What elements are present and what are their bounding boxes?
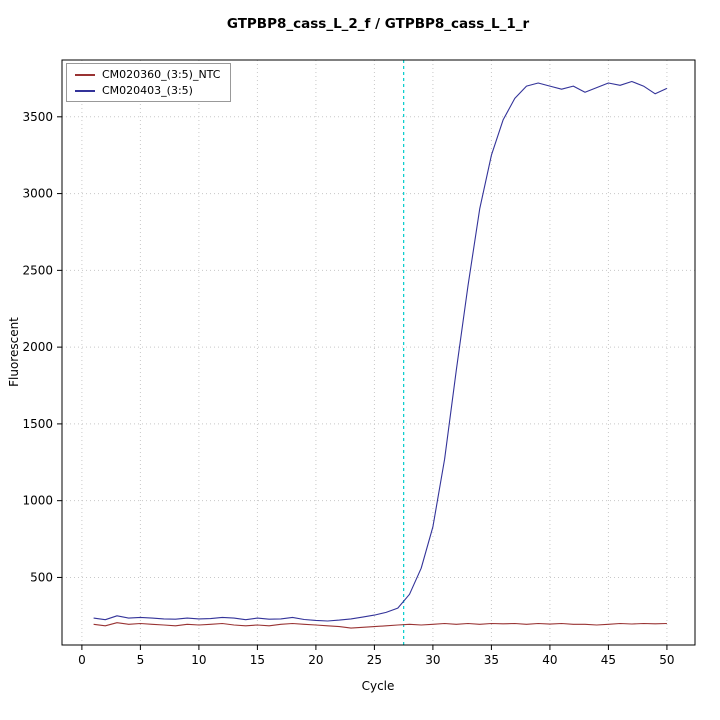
svg-text:20: 20 — [308, 653, 323, 667]
svg-text:1500: 1500 — [22, 417, 53, 431]
chart-title: GTPBP8_cass_L_2_f / GTPBP8_cass_L_1_r — [226, 16, 530, 32]
svg-text:1000: 1000 — [22, 494, 53, 508]
svg-text:45: 45 — [601, 653, 616, 667]
legend-item-ntc: CM020360_(3:5)_NTC — [75, 68, 220, 81]
svg-text:35: 35 — [484, 653, 499, 667]
y-axis-title: Fluorescent — [7, 317, 21, 387]
legend-label-ntc: CM020360_(3:5)_NTC — [102, 68, 221, 81]
svg-text:2000: 2000 — [22, 340, 53, 354]
svg-text:3500: 3500 — [22, 110, 53, 124]
svg-text:50: 50 — [659, 653, 674, 667]
gridlines — [62, 60, 695, 645]
legend-item-sample: CM020403_(3:5) — [75, 84, 220, 97]
svg-text:10: 10 — [191, 653, 206, 667]
svg-text:0: 0 — [78, 653, 86, 667]
legend-label-sample: CM020403_(3:5) — [102, 84, 193, 97]
legend-line-swatch-ntc — [75, 73, 95, 76]
series-line-1 — [93, 80, 668, 622]
legend-line-swatch-sample — [75, 89, 95, 92]
svg-text:25: 25 — [367, 653, 382, 667]
svg-text:3000: 3000 — [22, 187, 53, 201]
axis-tick-labels: 0 5 10 15 20 25 30 35 40 45 50 500 1000 1500 2000 2500 3… — [22, 110, 674, 667]
x-axis-title: Cycle — [361, 679, 395, 693]
svg-text:500: 500 — [30, 570, 53, 584]
plot-border — [61, 59, 696, 646]
svg-text:30: 30 — [425, 653, 440, 667]
svg-text:5: 5 — [137, 653, 145, 667]
svg-text:2500: 2500 — [22, 263, 53, 277]
legend: CM020360_(3:5)_NTC CM020403_(3:5) — [66, 63, 232, 102]
svg-text:40: 40 — [542, 653, 557, 667]
series-line-0 — [93, 622, 667, 629]
axis-ticks — [57, 116, 668, 650]
svg-text:15: 15 — [250, 653, 265, 667]
